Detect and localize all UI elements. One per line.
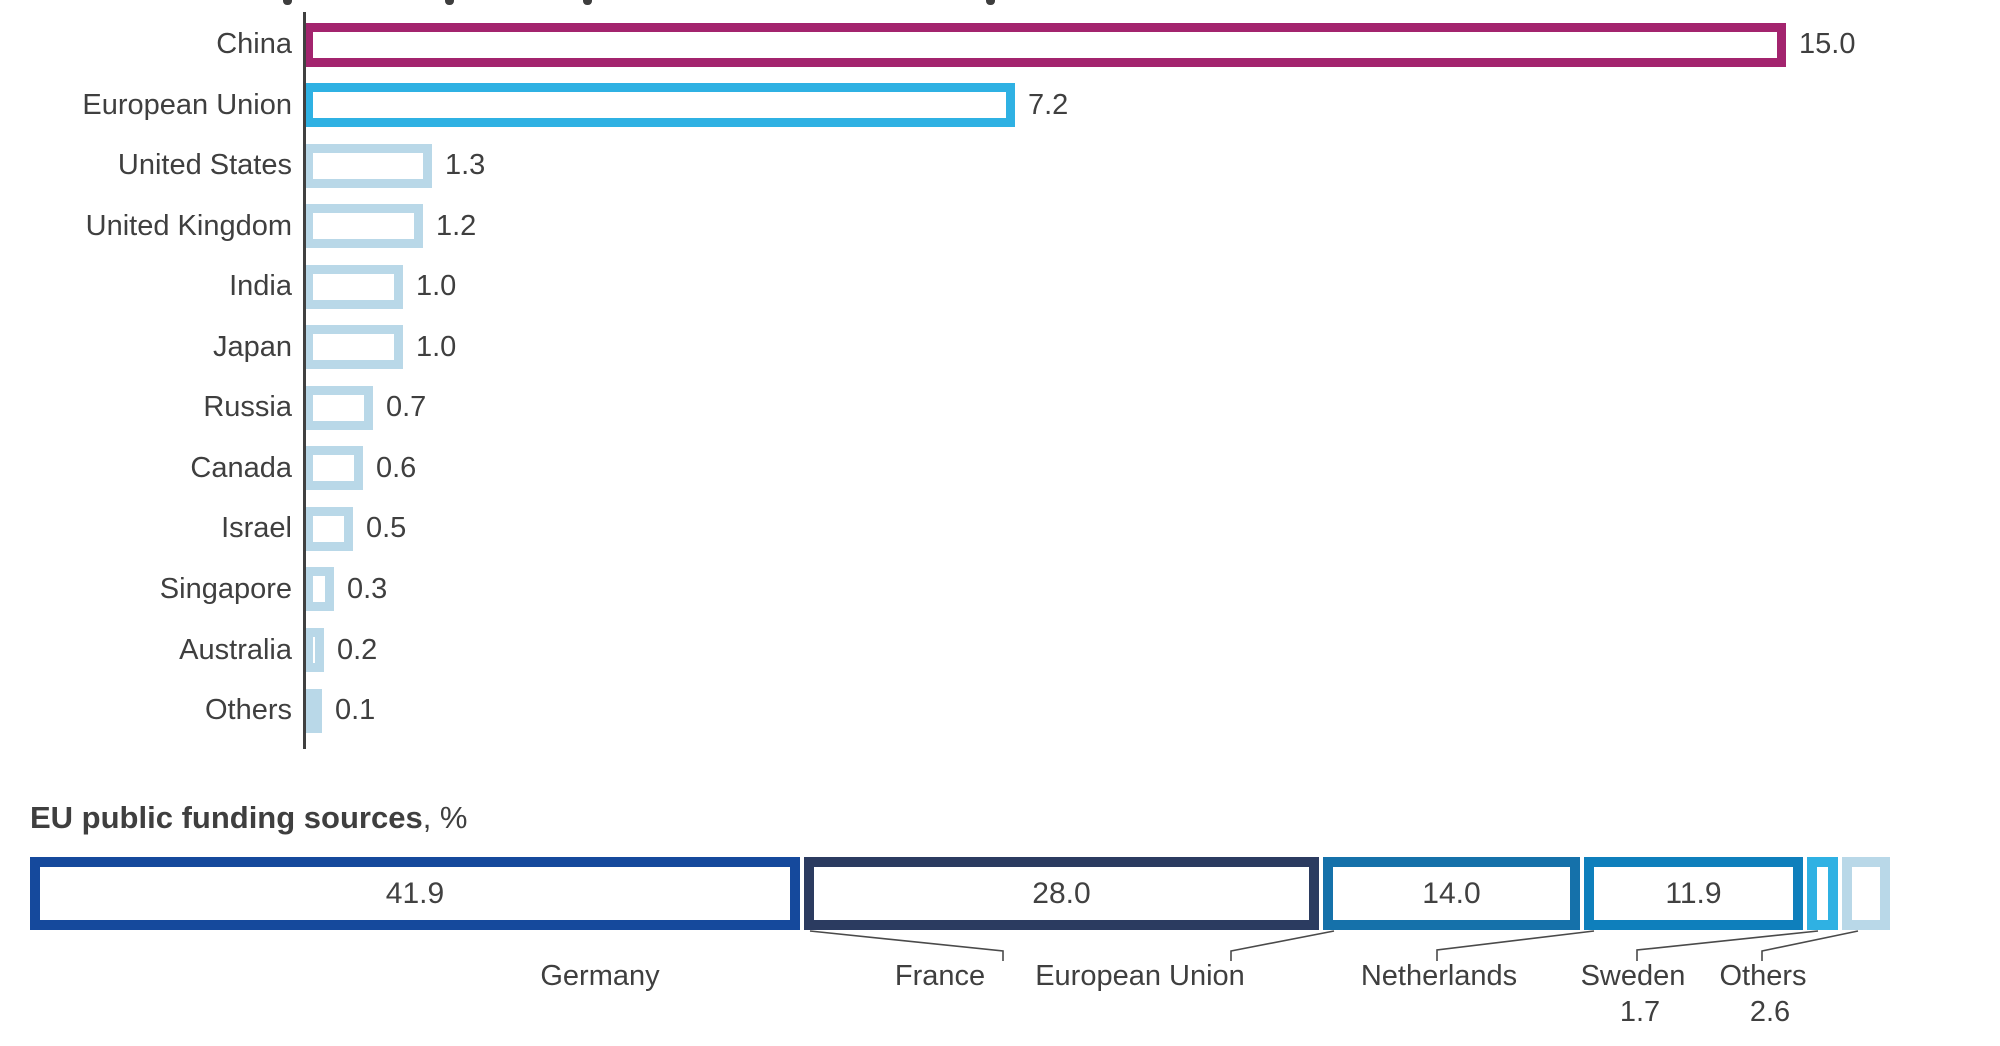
bar-canada bbox=[304, 446, 363, 491]
leader-line-others bbox=[1761, 930, 1859, 961]
bar-australia bbox=[304, 628, 324, 672]
bar-row-israel: Israel 0.5 bbox=[0, 498, 2000, 559]
leader-line-netherlands bbox=[1436, 930, 1595, 961]
segment-value-sweden: 1.7 bbox=[1619, 996, 1661, 1028]
bar-row-australia: Australia 0.2 bbox=[0, 620, 2000, 681]
bar-india bbox=[304, 264, 403, 309]
bar-israel bbox=[304, 506, 353, 551]
category-label-european-union: European Union bbox=[82, 88, 292, 121]
bar-row-singapore: Singapore 0.3 bbox=[0, 559, 2000, 620]
segment-others bbox=[1842, 857, 1890, 930]
segment-label-netherlands: Netherlands bbox=[1360, 960, 1518, 992]
segment-value-netherlands: 11.9 bbox=[1665, 876, 1722, 910]
bar-others bbox=[304, 688, 322, 733]
segment-label-european-union: European Union bbox=[1035, 960, 1245, 992]
cropped-title-fragment bbox=[583, 0, 592, 5]
bar-row-japan: Japan 1.0 bbox=[0, 317, 2000, 378]
category-label-singapore: Singapore bbox=[159, 572, 292, 605]
category-label-israel: Israel bbox=[221, 512, 292, 545]
segment-value-germany: 41.9 bbox=[385, 876, 445, 910]
segment-label-others: Others bbox=[1719, 960, 1807, 992]
bar-united-kingdom bbox=[304, 204, 423, 249]
segment-sweden bbox=[1807, 857, 1838, 930]
segment-european-union: 14.0 bbox=[1323, 857, 1580, 930]
category-label-australia: Australia bbox=[179, 633, 292, 666]
value-label-israel: 0.5 bbox=[366, 512, 407, 545]
value-label-united-states: 1.3 bbox=[445, 149, 486, 182]
leader-line-european-union bbox=[1230, 930, 1335, 961]
value-label-australia: 0.2 bbox=[337, 633, 378, 666]
category-label-india: India bbox=[229, 270, 292, 303]
segment-value-european-union: 14.0 bbox=[1422, 876, 1481, 910]
y-axis-line bbox=[303, 12, 306, 749]
cropped-title-fragment bbox=[986, 0, 995, 5]
value-label-singapore: 0.3 bbox=[347, 572, 388, 605]
leader-line-france bbox=[809, 930, 1004, 961]
value-label-india: 1.0 bbox=[416, 270, 457, 303]
category-label-others: Others bbox=[204, 694, 292, 727]
value-label-russia: 0.7 bbox=[386, 391, 427, 424]
eu-funding-sources-title-suffix: , % bbox=[422, 800, 468, 835]
bar-united-states bbox=[304, 143, 432, 188]
country-funding-bar-chart: China 15.0 European Union 7.2 United States 1… bbox=[0, 12, 2000, 749]
segment-label-germany: Germany bbox=[540, 960, 660, 992]
category-label-japan: Japan bbox=[212, 330, 292, 363]
segment-value-france: 28.0 bbox=[1032, 876, 1091, 910]
value-label-united-kingdom: 1.2 bbox=[436, 209, 477, 242]
bar-row-russia: Russia 0.7 bbox=[0, 377, 2000, 438]
segment-netherlands: 11.9 bbox=[1584, 857, 1803, 930]
leader-line-sweden bbox=[1636, 930, 1819, 961]
category-label-russia: Russia bbox=[203, 391, 292, 424]
segment-france: 28.0 bbox=[804, 857, 1319, 930]
value-label-canada: 0.6 bbox=[376, 451, 417, 484]
cropped-title-fragment bbox=[445, 0, 454, 5]
category-label-united-kingdom: United Kingdom bbox=[85, 209, 292, 242]
bar-row-india: India 1.0 bbox=[0, 256, 2000, 317]
bar-row-united-kingdom: United Kingdom 1.2 bbox=[0, 196, 2000, 257]
bar-european-union bbox=[304, 83, 1015, 128]
bar-china bbox=[304, 22, 1786, 67]
bar-singapore bbox=[304, 567, 334, 612]
bar-russia bbox=[304, 385, 373, 430]
value-label-china: 15.0 bbox=[1799, 28, 1856, 60]
bar-row-china: China 15.0 bbox=[0, 14, 2000, 75]
segment-germany: 41.9 bbox=[30, 857, 800, 930]
bar-row-united-states: United States 1.3 bbox=[0, 135, 2000, 196]
bar-row-european-union: European Union 7.2 bbox=[0, 75, 2000, 136]
value-label-european-union: 7.2 bbox=[1028, 88, 1069, 121]
segment-label-sweden: Sweden bbox=[1580, 960, 1686, 992]
eu-funding-sources-title: EU public funding sources, % bbox=[30, 800, 468, 836]
category-label-china: China bbox=[216, 28, 292, 60]
eu-funding-stacked-bar: 41.9 28.0 14.0 11.9 bbox=[30, 857, 1890, 930]
bar-row-canada: Canada 0.6 bbox=[0, 438, 2000, 499]
segment-value-others: 2.6 bbox=[1749, 996, 1791, 1028]
cropped-title-fragment bbox=[283, 0, 292, 5]
category-label-united-states: United States bbox=[117, 149, 292, 182]
bar-row-others: Others 0.1 bbox=[0, 680, 2000, 741]
segment-label-france: France bbox=[894, 960, 986, 992]
value-label-japan: 1.0 bbox=[416, 330, 457, 363]
bar-japan bbox=[304, 325, 403, 370]
category-label-canada: Canada bbox=[190, 451, 292, 484]
value-label-others: 0.1 bbox=[335, 694, 376, 727]
eu-funding-sources-title-bold: EU public funding sources bbox=[30, 800, 423, 835]
